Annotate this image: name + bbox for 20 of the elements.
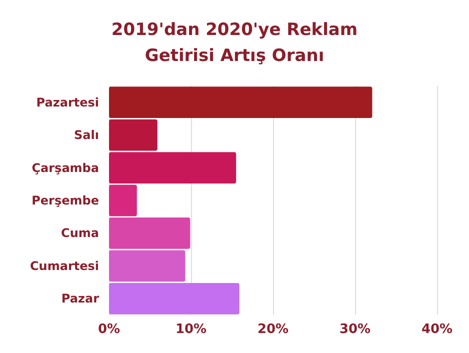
y-tick-label: Perşembe [32,194,99,208]
y-tick-label: Pazar [61,292,100,306]
bar [109,86,372,118]
x-tick-label: 40% [421,322,453,337]
y-tick-label: Salı [74,128,99,142]
y-tick-label: Cuma [61,226,99,240]
bar [109,152,236,184]
x-tick-label: 20% [257,322,289,337]
bar [109,282,240,314]
y-tick-label: Cumartesi [30,258,99,273]
bar [109,218,190,249]
y-tick-label: Çarşamba [32,160,99,175]
chart-title: 2019'dan 2020'ye Reklam Getirisi Artış Oranı [111,20,358,66]
x-tick-label: 0% [98,322,120,337]
bar [109,184,137,216]
x-tick-label: 10% [175,322,207,337]
bar [109,250,186,282]
bar [109,119,158,151]
y-tick-label: Pazartesi [36,95,99,110]
x-tick-label: 30% [339,322,371,337]
